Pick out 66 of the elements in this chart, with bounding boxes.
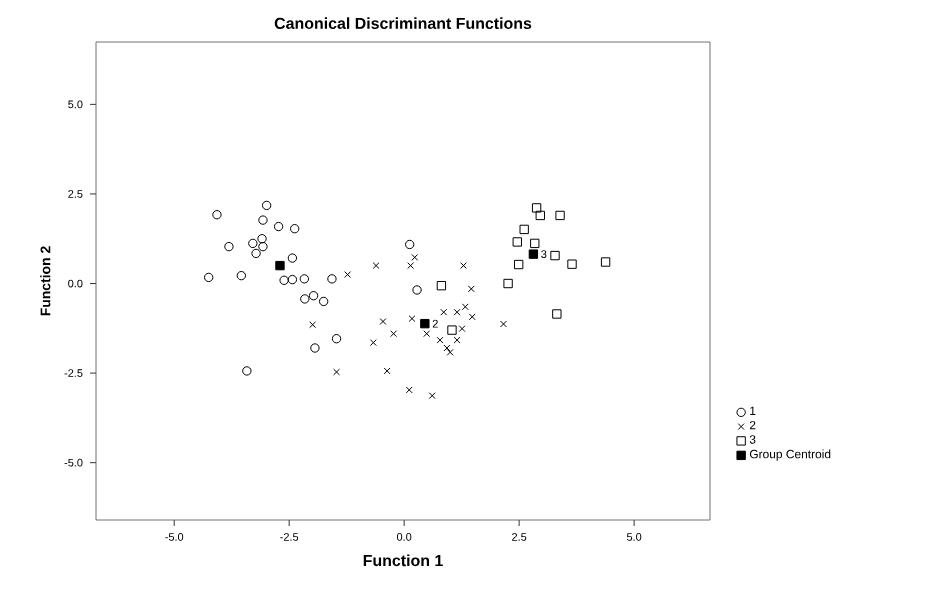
point bbox=[258, 241, 268, 252]
point bbox=[420, 318, 430, 329]
point bbox=[261, 200, 272, 211]
point bbox=[344, 271, 352, 279]
point bbox=[300, 294, 310, 304]
point bbox=[369, 339, 377, 347]
point bbox=[275, 260, 285, 271]
point bbox=[535, 210, 545, 221]
point bbox=[460, 262, 467, 270]
point bbox=[600, 257, 611, 267]
point bbox=[204, 272, 214, 283]
point bbox=[309, 321, 317, 329]
point bbox=[318, 296, 329, 307]
point bbox=[258, 215, 268, 225]
point bbox=[458, 325, 466, 333]
point bbox=[383, 367, 391, 375]
point bbox=[299, 274, 310, 284]
point bbox=[290, 224, 300, 234]
point bbox=[412, 285, 422, 295]
point bbox=[423, 330, 431, 338]
point bbox=[308, 291, 319, 301]
point bbox=[436, 280, 447, 291]
point bbox=[461, 303, 469, 311]
point bbox=[567, 259, 577, 269]
point bbox=[287, 274, 298, 285]
point bbox=[467, 285, 475, 293]
point bbox=[453, 336, 461, 344]
point bbox=[333, 368, 340, 376]
point bbox=[530, 238, 540, 249]
point bbox=[390, 330, 398, 338]
point bbox=[555, 210, 565, 221]
point bbox=[248, 238, 258, 249]
point bbox=[212, 210, 222, 220]
point bbox=[236, 270, 247, 281]
point bbox=[550, 250, 560, 261]
point bbox=[528, 249, 539, 259]
point bbox=[224, 241, 234, 252]
point bbox=[287, 253, 298, 263]
point bbox=[468, 313, 476, 321]
point bbox=[552, 309, 562, 319]
point bbox=[519, 224, 529, 235]
point bbox=[407, 262, 415, 270]
point bbox=[372, 262, 380, 270]
point bbox=[242, 366, 252, 376]
point bbox=[447, 325, 457, 335]
point bbox=[503, 278, 513, 289]
point bbox=[453, 308, 461, 316]
point bbox=[428, 392, 436, 400]
point bbox=[327, 274, 337, 284]
point bbox=[251, 248, 261, 259]
point bbox=[512, 237, 522, 247]
point bbox=[379, 318, 387, 325]
point bbox=[440, 308, 448, 316]
point bbox=[310, 343, 320, 353]
point bbox=[404, 239, 415, 250]
point bbox=[531, 203, 542, 213]
point bbox=[279, 275, 289, 285]
point bbox=[436, 336, 444, 344]
point bbox=[500, 320, 507, 328]
point bbox=[273, 221, 284, 232]
point bbox=[331, 334, 342, 344]
point bbox=[513, 259, 524, 270]
point bbox=[405, 386, 413, 394]
point bbox=[257, 234, 267, 244]
point bbox=[408, 315, 416, 323]
point bbox=[411, 253, 419, 261]
